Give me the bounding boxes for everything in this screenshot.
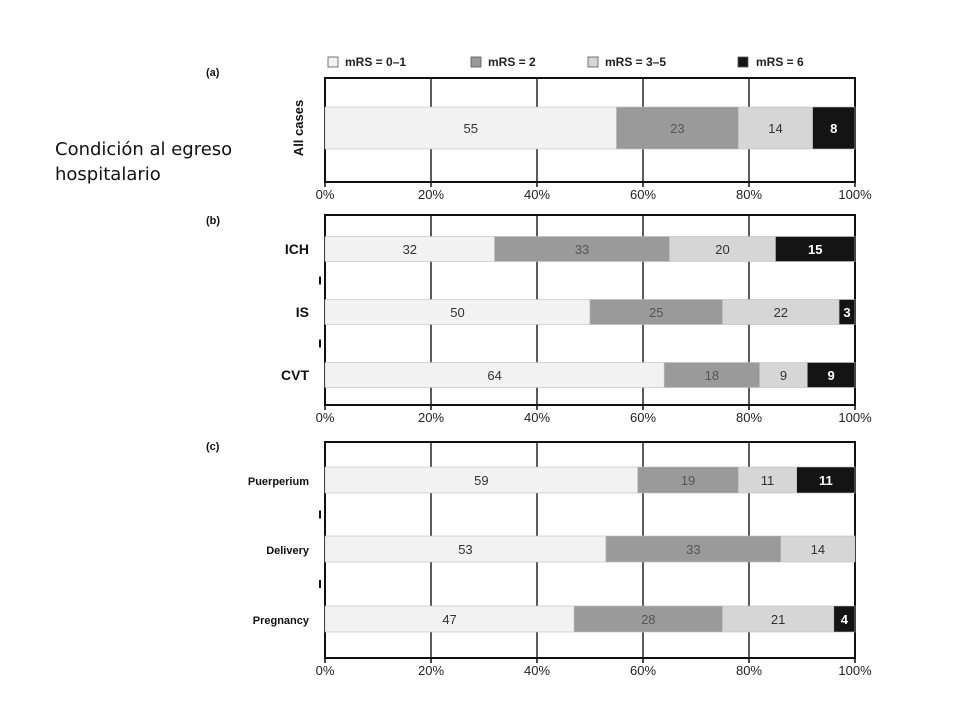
category-label: Puerperium [248,476,309,488]
data-label: 18 [705,368,719,383]
data-label: 64 [487,368,501,383]
bar-segment [833,605,856,633]
x-tick-label: 100% [838,410,872,425]
data-label: 33 [575,242,589,257]
bar-segment [738,106,813,150]
bar-segment [796,466,856,494]
bar-segment [494,236,670,262]
legend-swatch-3 [587,56,599,68]
category-label: Delivery [266,545,310,557]
x-tick-label: 0% [316,663,335,678]
data-label: 21 [771,612,785,627]
caption-line-2: hospitalario [55,164,161,185]
bar-segment [669,236,776,262]
data-label: 59 [474,473,488,488]
panel-label: (c) [206,441,220,453]
data-label: 11 [761,473,775,488]
bar-segment [812,106,856,150]
bar-segment [324,466,639,494]
x-tick-label: 80% [736,187,762,202]
data-label: 3 [843,305,850,320]
panel-label: (a) [206,67,220,79]
x-tick-label: 20% [418,187,444,202]
x-tick-label: 100% [838,663,872,678]
x-tick-label: 60% [630,663,656,678]
data-label: 9 [828,368,835,383]
legend-swatch-2 [470,56,482,68]
x-tick-label: 0% [316,187,335,202]
data-label: 19 [681,473,695,488]
bar-segment [722,299,840,325]
data-label: 11 [819,473,833,488]
bar-segment [573,605,723,633]
bar-segment [589,299,723,325]
data-label: 32 [403,242,417,257]
legend-label-4: mRS = 6 [756,55,804,69]
legend-swatch-1 [327,56,339,68]
data-label: 47 [442,612,456,627]
data-label: 20 [715,242,729,257]
x-tick-label: 20% [418,663,444,678]
caption-line-1: Condición al egreso [55,139,233,160]
data-label: 55 [464,121,478,136]
x-tick-label: 40% [524,410,550,425]
category-label: ICH [285,241,309,257]
data-label: 22 [774,305,788,320]
bar-segment [324,236,495,262]
x-tick-label: 40% [524,663,550,678]
x-tick-label: 0% [316,410,335,425]
bar-segment [637,466,739,494]
data-label: 4 [841,612,849,627]
x-tick-label: 60% [630,410,656,425]
data-label: 33 [686,542,700,557]
slide-caption: Condición al egreso hospitalario [55,137,285,187]
legend-label-1: mRS = 0–1 [345,55,406,69]
data-label: 53 [458,542,472,557]
bar-segment [616,106,739,150]
data-label: 25 [649,305,663,320]
x-tick-label: 100% [838,187,872,202]
data-label: 28 [641,612,655,627]
category-label: All cases [291,100,306,156]
legend-label-3: mRS = 3–5 [605,55,666,69]
legend-swatch-4 [737,56,749,68]
data-label: 9 [780,368,787,383]
bar-segment [780,535,856,563]
bar-segment [806,362,856,388]
category-label: Pregnancy [253,615,310,627]
x-tick-label: 80% [736,663,762,678]
data-label: 23 [670,121,684,136]
data-label: 8 [830,121,837,136]
panel-label: (b) [206,215,220,227]
x-tick-label: 40% [524,187,550,202]
bar-segment [324,106,617,150]
bar-segment [738,466,798,494]
data-label: 50 [450,305,464,320]
bar-segment [775,236,856,262]
x-tick-label: 60% [630,187,656,202]
x-tick-label: 80% [736,410,762,425]
data-label: 14 [811,542,825,557]
bar-segment [759,362,808,388]
bar-segment [324,362,665,388]
legend-label-2: mRS = 2 [488,55,536,69]
bar-segment [324,605,575,633]
x-tick-label: 20% [418,410,444,425]
bar-segment [838,299,856,325]
category-label: IS [296,304,309,320]
data-label: 15 [808,242,822,257]
bar-segment [324,535,607,563]
bar-segment [324,299,591,325]
bar-segment [663,362,760,388]
category-label: CVT [281,367,309,383]
bar-segment [722,605,835,633]
bar-segment [605,535,782,563]
data-label: 14 [768,121,782,136]
